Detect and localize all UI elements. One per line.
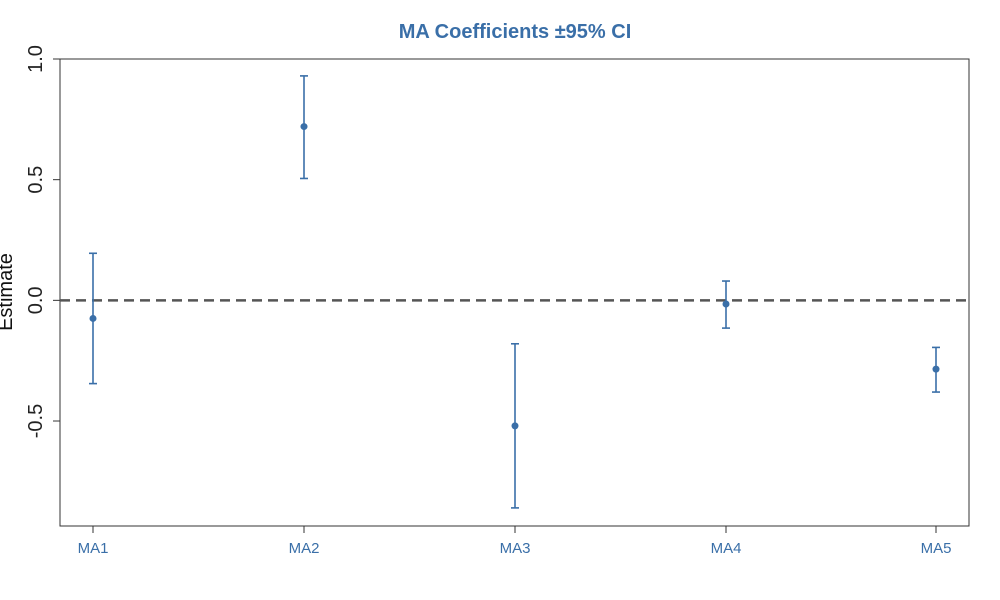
y-tick-label: 0.0 (25, 286, 47, 314)
x-tick-label: MA2 (289, 540, 320, 557)
point-estimate-ma4 (722, 300, 730, 308)
chart-title: MA Coefficients ±95% CI (399, 21, 632, 43)
y-tick-label: 1.0 (25, 45, 47, 73)
y-axis: -0.5 0.0 0.5 1.0 (25, 45, 60, 438)
point-estimate-ma1 (89, 314, 97, 322)
y-tick-label: 0.5 (25, 166, 47, 194)
y-tick-label: -0.5 (25, 404, 47, 438)
x-tick-label: MA3 (500, 540, 531, 557)
error-bar-series (89, 75, 940, 509)
point-estimate-ma5 (932, 365, 940, 373)
x-tick-label: MA5 (921, 540, 952, 557)
point-estimate-ma2 (300, 123, 308, 131)
y-axis-label: Estimate (0, 253, 17, 331)
x-tick-label: MA4 (711, 540, 742, 557)
point-estimate-ma3 (511, 422, 519, 430)
x-axis: MA1 MA2 MA3 MA4 MA5 (78, 526, 952, 557)
x-tick-label: MA1 (78, 540, 109, 557)
